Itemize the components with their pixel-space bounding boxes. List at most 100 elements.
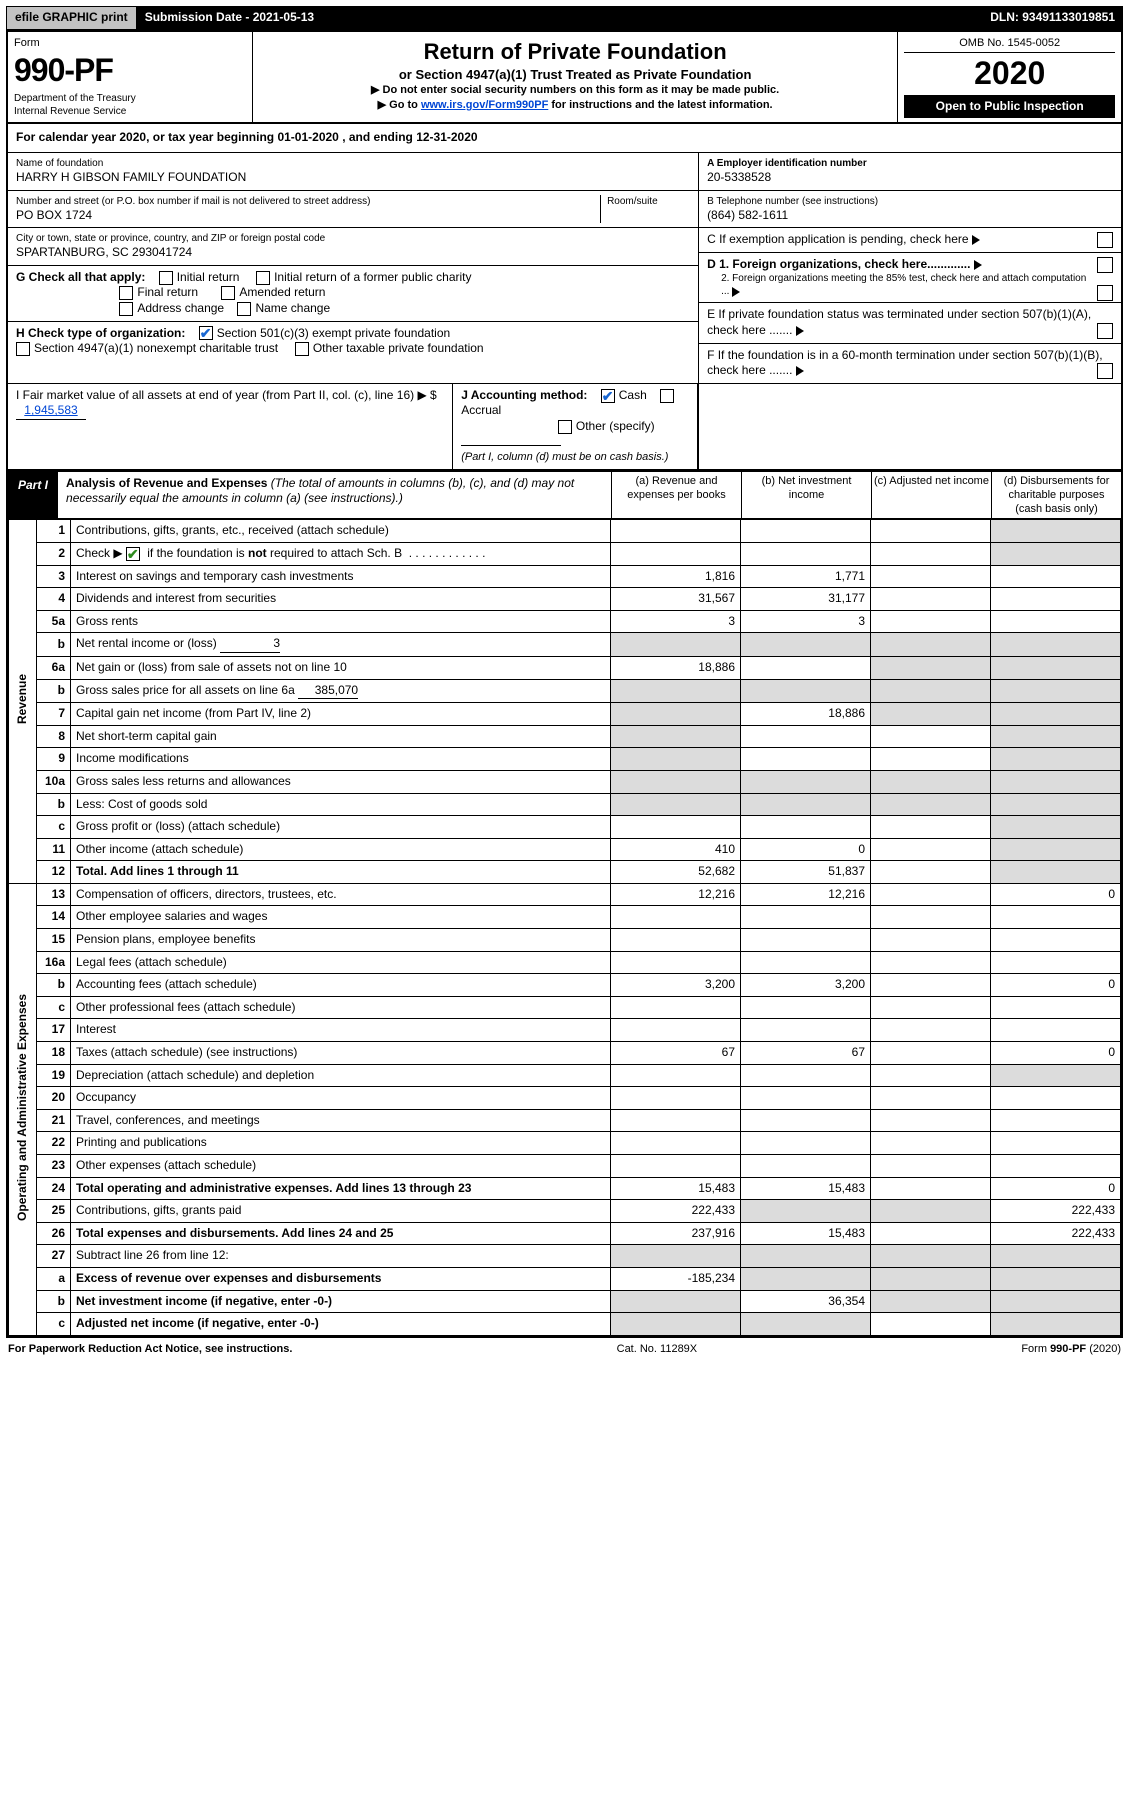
c-cell: C If exemption application is pending, c… xyxy=(699,228,1121,253)
revenue-side-label: Revenue xyxy=(9,520,37,884)
cell-col-c xyxy=(871,1267,991,1290)
cell-col-d xyxy=(991,951,1121,974)
cell-col-c xyxy=(871,1222,991,1245)
chk-501c3[interactable] xyxy=(199,326,213,340)
irs-link[interactable]: www.irs.gov/Form990PF xyxy=(421,99,548,111)
chk-4947[interactable] xyxy=(16,342,30,356)
chk-address-change[interactable] xyxy=(119,302,133,316)
row-description: Adjusted net income (if negative, enter … xyxy=(71,1313,611,1336)
cell-col-a: 15,483 xyxy=(611,1177,741,1200)
chk-initial-return[interactable] xyxy=(159,271,173,285)
row-number: 21 xyxy=(37,1109,71,1132)
cell-col-c xyxy=(871,588,991,611)
row-number: 24 xyxy=(37,1177,71,1200)
row-number: b xyxy=(37,633,71,657)
chk-e[interactable] xyxy=(1097,323,1113,339)
row-number: 23 xyxy=(37,1155,71,1178)
other-specify-line[interactable] xyxy=(461,445,561,446)
chk-final-return[interactable] xyxy=(119,286,133,300)
part-i-header: Part I Analysis of Revenue and Expenses … xyxy=(8,469,1121,520)
cell-col-d xyxy=(991,633,1121,657)
row-number: b xyxy=(37,974,71,997)
inline-value: 3 xyxy=(220,636,280,653)
cell-col-d xyxy=(991,1132,1121,1155)
j-cell: J Accounting method: Cash Accrual Other … xyxy=(453,384,698,469)
cell-col-b xyxy=(741,906,871,929)
g-o1: Initial return xyxy=(177,270,240,284)
part-title-cell: Analysis of Revenue and Expenses (The to… xyxy=(58,472,611,519)
chk-d1[interactable] xyxy=(1097,257,1113,273)
chk-accrual[interactable] xyxy=(660,389,674,403)
row-number: 9 xyxy=(37,748,71,771)
efile-label[interactable]: efile GRAPHIC print xyxy=(6,6,137,30)
cell-col-c xyxy=(871,1177,991,1200)
row-description: Compensation of officers, directors, tru… xyxy=(71,883,611,906)
cell-col-d xyxy=(991,703,1121,726)
h-label: H Check type of organization: xyxy=(16,326,185,340)
table-row: 24Total operating and administrative exp… xyxy=(9,1177,1121,1200)
cal-end: 12-31-2020 xyxy=(416,130,477,144)
g-o3: Final return xyxy=(137,285,198,299)
f-label: F If the foundation is in a 60-month ter… xyxy=(707,348,1103,378)
row-description: Other employee salaries and wages xyxy=(71,906,611,929)
cell-col-c xyxy=(871,610,991,633)
cell-col-c xyxy=(871,838,991,861)
table-row: 16aLegal fees (attach schedule) xyxy=(9,951,1121,974)
chk-d2[interactable] xyxy=(1097,285,1113,301)
chk-amended-return[interactable] xyxy=(221,286,235,300)
cell-col-b xyxy=(741,748,871,771)
table-row: 26Total expenses and disbursements. Add … xyxy=(9,1222,1121,1245)
form-word: Form xyxy=(14,36,246,50)
cell-col-a xyxy=(611,816,741,839)
row-description: Legal fees (attach schedule) xyxy=(71,951,611,974)
chk-initial-former[interactable] xyxy=(256,271,270,285)
cell-col-a xyxy=(611,996,741,1019)
table-row: bGross sales price for all assets on lin… xyxy=(9,679,1121,703)
row-description: Interest xyxy=(71,1019,611,1042)
chk-c[interactable] xyxy=(1097,232,1113,248)
cell-col-b xyxy=(741,1019,871,1042)
cell-col-b: 18,886 xyxy=(741,703,871,726)
open-public: Open to Public Inspection xyxy=(904,95,1115,119)
f-cell-dup xyxy=(698,384,1121,469)
row-description: Total operating and administrative expen… xyxy=(71,1177,611,1200)
chk-name-change[interactable] xyxy=(237,302,251,316)
top-bar: efile GRAPHIC print Submission Date - 20… xyxy=(6,6,1123,30)
form-subtitle: or Section 4947(a)(1) Trust Treated as P… xyxy=(259,67,892,84)
chk-sch-b[interactable] xyxy=(126,547,140,561)
cell-col-a xyxy=(611,1064,741,1087)
chk-other-taxable[interactable] xyxy=(295,342,309,356)
cell-col-c xyxy=(871,748,991,771)
row-number: 22 xyxy=(37,1132,71,1155)
table-row: 15Pension plans, employee benefits xyxy=(9,929,1121,952)
cell-col-d: 0 xyxy=(991,1177,1121,1200)
entity-right: A Employer identification number 20-5338… xyxy=(698,153,1121,383)
chk-other-method[interactable] xyxy=(558,420,572,434)
row-description: Gross sales less returns and allowances xyxy=(71,770,611,793)
cal-text-1: For calendar year 2020, or tax year begi… xyxy=(16,130,277,144)
row-number: 27 xyxy=(37,1245,71,1268)
chk-f[interactable] xyxy=(1097,363,1113,379)
cell-col-a xyxy=(611,1313,741,1336)
g-o6: Name change xyxy=(255,301,330,315)
d-cell: D 1. Foreign organizations, check here..… xyxy=(699,253,1121,304)
cell-col-b xyxy=(741,1313,871,1336)
phone: (864) 582-1611 xyxy=(707,208,1113,224)
chk-cash[interactable] xyxy=(601,389,615,403)
row-description: Other professional fees (attach schedule… xyxy=(71,996,611,1019)
fmv-link[interactable]: 1,945,583 xyxy=(16,403,86,420)
table-row: 9Income modifications xyxy=(9,748,1121,771)
row-number: b xyxy=(37,793,71,816)
cell-col-a xyxy=(611,748,741,771)
cell-col-d xyxy=(991,725,1121,748)
note-2b: for instructions and the latest informat… xyxy=(548,99,772,111)
row-description: Net investment income (if negative, ente… xyxy=(71,1290,611,1313)
row-description: Net short-term capital gain xyxy=(71,725,611,748)
cell-col-d xyxy=(991,1019,1121,1042)
row-number: 16a xyxy=(37,951,71,974)
inline-value: 385,070 xyxy=(298,683,358,700)
row-description: Subtract line 26 from line 12: xyxy=(71,1245,611,1268)
cell-col-a: 12,216 xyxy=(611,883,741,906)
cell-col-c xyxy=(871,703,991,726)
cell-col-a xyxy=(611,679,741,703)
